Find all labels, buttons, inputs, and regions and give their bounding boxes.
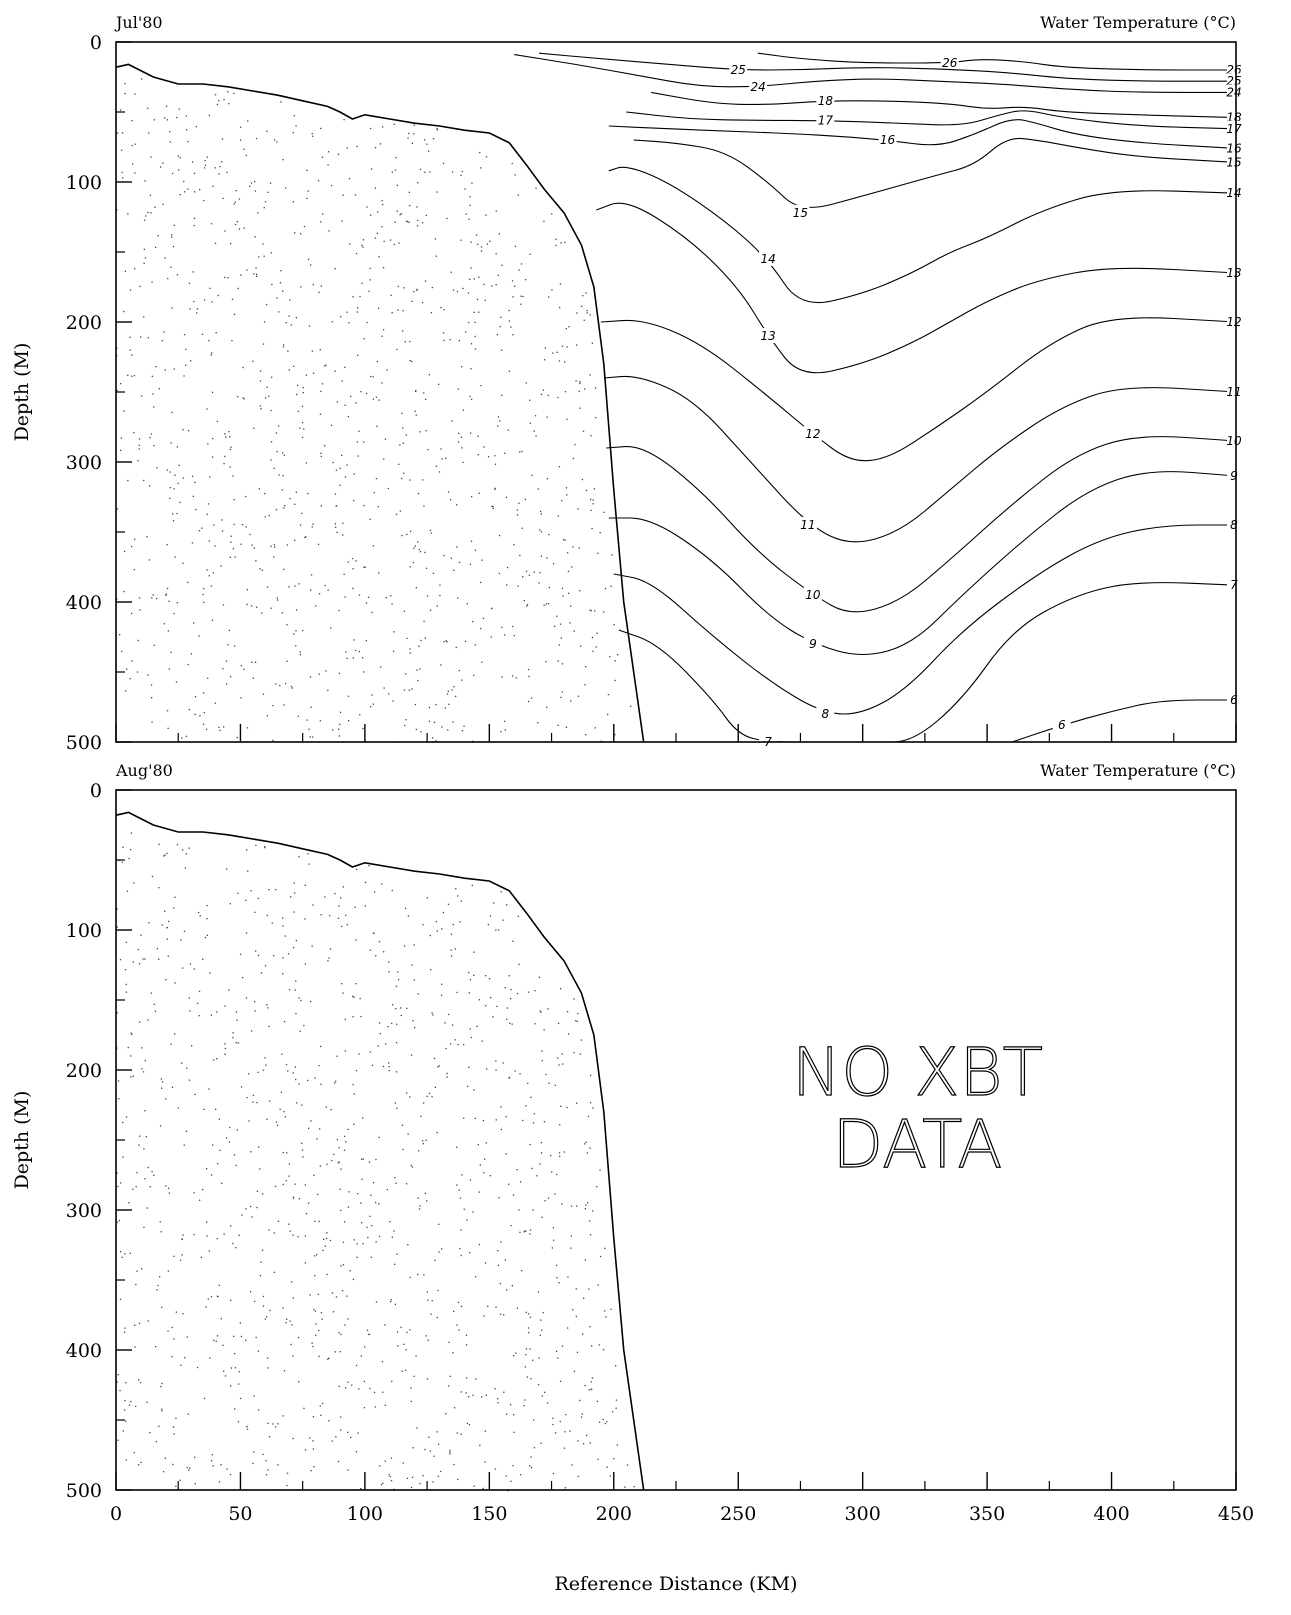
panel-label: Jul'80 bbox=[114, 13, 163, 32]
y-tick-label: 100 bbox=[66, 920, 102, 942]
contour-label-bg bbox=[878, 132, 897, 147]
contour-label: 14 bbox=[760, 252, 775, 266]
contour-11 bbox=[603, 375, 1237, 543]
y-tick-label: 0 bbox=[90, 32, 102, 54]
contour-label: 13 bbox=[760, 329, 775, 343]
shelf-area bbox=[116, 812, 644, 1490]
y-tick-label: 500 bbox=[66, 732, 102, 754]
y-axis-title: Depth (M) bbox=[11, 343, 33, 442]
contour-label: 9 bbox=[809, 637, 817, 651]
contour-label: 16 bbox=[1226, 141, 1242, 155]
chart-title: Water Temperature (°C) bbox=[1040, 761, 1236, 780]
contour-17 bbox=[625, 110, 1237, 130]
y-tick-label: 200 bbox=[66, 312, 102, 334]
contour-label-bg bbox=[729, 62, 748, 77]
contour-label: 16 bbox=[880, 133, 896, 147]
contour-label: 10 bbox=[805, 588, 821, 602]
contour-label-bg bbox=[816, 92, 835, 108]
contour-16 bbox=[608, 119, 1237, 149]
contour-label-bg bbox=[940, 55, 959, 70]
x-tick-label: 200 bbox=[596, 1503, 632, 1525]
chart-title: Water Temperature (°C) bbox=[1040, 13, 1236, 32]
contour-7 bbox=[618, 582, 1237, 743]
x-tick-label: 100 bbox=[347, 1503, 383, 1525]
contour-label: 6 bbox=[1058, 718, 1066, 732]
contour-label-bg bbox=[791, 204, 810, 220]
contour-25 bbox=[538, 52, 1236, 82]
y-tick-label: 100 bbox=[66, 172, 102, 194]
x-tick-label: 350 bbox=[969, 1503, 1005, 1525]
contour-label-bg bbox=[803, 426, 822, 441]
contour-label: 15 bbox=[793, 206, 808, 220]
contour-label-bg bbox=[803, 636, 822, 651]
contour-label: 11 bbox=[800, 518, 815, 532]
contour-label: 24 bbox=[750, 80, 765, 94]
y-tick-label: 300 bbox=[66, 452, 102, 474]
bathymetry-line bbox=[115, 63, 645, 743]
contour-9 bbox=[608, 471, 1237, 656]
contour-label-bg bbox=[759, 328, 778, 343]
contour-label: 17 bbox=[1226, 122, 1242, 136]
no-data-annotation: NO XBT bbox=[792, 1034, 1043, 1111]
x-tick-label: 400 bbox=[1093, 1503, 1129, 1525]
x-tick-label: 50 bbox=[228, 1503, 252, 1525]
contour-label-bg bbox=[816, 112, 835, 128]
contour-8 bbox=[613, 524, 1236, 715]
contour-label: 25 bbox=[731, 63, 746, 77]
contour-13 bbox=[596, 202, 1237, 374]
contour-10 bbox=[605, 436, 1237, 613]
contour-26 bbox=[757, 52, 1236, 71]
contour-label: 12 bbox=[805, 427, 820, 441]
contour-label-bg bbox=[1052, 717, 1071, 733]
no-data-annotation: DATA bbox=[832, 1106, 1002, 1183]
contour-label-bg bbox=[798, 517, 817, 532]
contour-label-bg bbox=[749, 78, 768, 94]
panel-aug80: 0 50 100 150 200 250 300 350 400 450 0 100 200 300 400… bbox=[11, 761, 1254, 1595]
contour-label: 8 bbox=[822, 707, 830, 721]
contour-label: 18 bbox=[818, 94, 834, 108]
shelf-speckle bbox=[116, 832, 635, 1492]
contour-label: 17 bbox=[818, 113, 834, 127]
panel-label: Aug'80 bbox=[115, 761, 173, 780]
contour-label: 15 bbox=[1226, 155, 1241, 169]
x-tick-label: 450 bbox=[1218, 1503, 1254, 1525]
contour-label: 8 bbox=[1230, 518, 1238, 532]
contour-18 bbox=[650, 91, 1237, 119]
contour-label: 11 bbox=[1226, 385, 1241, 399]
y-tick-label: 400 bbox=[66, 1340, 102, 1362]
contour-6 bbox=[1011, 699, 1236, 743]
contour-label: 9 bbox=[1230, 469, 1238, 483]
x-tick-label: 0 bbox=[110, 1503, 122, 1525]
shelf-speckle bbox=[116, 78, 632, 743]
contour-label: 13 bbox=[1226, 266, 1241, 280]
contour-label: 26 bbox=[942, 56, 958, 70]
contour-label-bg bbox=[816, 706, 835, 721]
contour-15 bbox=[633, 137, 1237, 208]
contour-label: 24 bbox=[1226, 85, 1241, 99]
contour-label-bg bbox=[759, 251, 778, 266]
shelf-area bbox=[116, 64, 644, 742]
x-axis-title: Reference Distance (KM) bbox=[555, 1573, 798, 1595]
contour-label: 12 bbox=[1226, 315, 1241, 329]
y-axis-title: Depth (M) bbox=[11, 1091, 33, 1190]
contour-label: 10 bbox=[1226, 434, 1242, 448]
contour-label: 6 bbox=[1230, 693, 1238, 707]
x-tick-label: 250 bbox=[720, 1503, 756, 1525]
contour-24 bbox=[513, 54, 1236, 93]
y-tick-label: 300 bbox=[66, 1200, 102, 1222]
contour-label: 7 bbox=[1230, 578, 1238, 592]
y-tick-label: 200 bbox=[66, 1060, 102, 1082]
bathymetry-line bbox=[115, 811, 645, 1491]
x-tick-label: 150 bbox=[471, 1503, 507, 1525]
y-tick-label: 0 bbox=[90, 780, 102, 802]
x-tick-label: 300 bbox=[845, 1503, 881, 1525]
y-tick-label: 400 bbox=[66, 592, 102, 614]
y-tick-label: 500 bbox=[66, 1480, 102, 1502]
contour-label-bg bbox=[803, 587, 822, 602]
contour-12 bbox=[600, 317, 1237, 462]
contour-label: 14 bbox=[1226, 186, 1241, 200]
contour-14 bbox=[608, 166, 1237, 304]
